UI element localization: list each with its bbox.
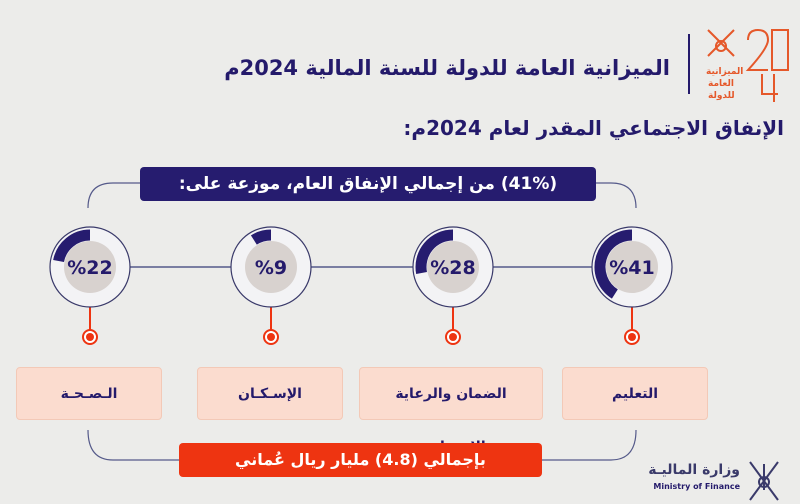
svg-text:الميزانية: الميزانية bbox=[706, 67, 743, 77]
divider bbox=[688, 34, 690, 94]
svg-text:للدولة: للدولة bbox=[708, 91, 735, 101]
percent-label: %9 bbox=[255, 257, 287, 279]
sector-marker-dot bbox=[628, 333, 636, 341]
donut-arc bbox=[53, 229, 91, 263]
khanjar-emblem-icon bbox=[749, 461, 779, 501]
sector-box-social-welfare: الضمان والرعاية الاجتماعية bbox=[359, 367, 543, 455]
sector-marker-dot bbox=[449, 333, 457, 341]
donut-arc bbox=[415, 229, 454, 275]
donut-center bbox=[427, 241, 479, 293]
sector-marker-dot bbox=[267, 333, 275, 341]
svg-text:العامة: العامة bbox=[708, 79, 734, 89]
percent-label: %28 bbox=[430, 257, 475, 279]
section-subtitle: الإنفاق الاجتماعي المقدر لعام 2024م: bbox=[403, 116, 784, 140]
sector-box-health: الـصـحـة bbox=[16, 367, 162, 420]
page-title: الميزانية العامة للدولة للسنة المالية 20… bbox=[224, 56, 670, 80]
sector-box-housing: الإسـكـان bbox=[197, 367, 343, 420]
ministry-logo: وزارة الماليـة Ministry of Finance bbox=[640, 460, 790, 502]
ministry-english: Ministry of Finance bbox=[653, 482, 740, 491]
donut-center bbox=[245, 241, 297, 293]
donut-center bbox=[64, 241, 116, 293]
sector-box-education: التعليم bbox=[562, 367, 708, 420]
total-banner: بإجمالي (4.8) مليار ريال عُماني bbox=[179, 443, 542, 477]
budget-2024-logo: الميزانية العامة للدولة bbox=[706, 28, 789, 102]
percent-label: %22 bbox=[67, 257, 112, 279]
share-banner: (41%) من إجمالي الإنفاق العام، موزعة على… bbox=[140, 167, 596, 201]
percent-label: %41 bbox=[609, 257, 654, 279]
ministry-arabic: وزارة الماليـة bbox=[648, 462, 740, 478]
donut-arc bbox=[594, 229, 633, 299]
sector-marker-dot bbox=[86, 333, 94, 341]
donut-arc bbox=[250, 229, 272, 245]
donut-center bbox=[606, 241, 658, 293]
